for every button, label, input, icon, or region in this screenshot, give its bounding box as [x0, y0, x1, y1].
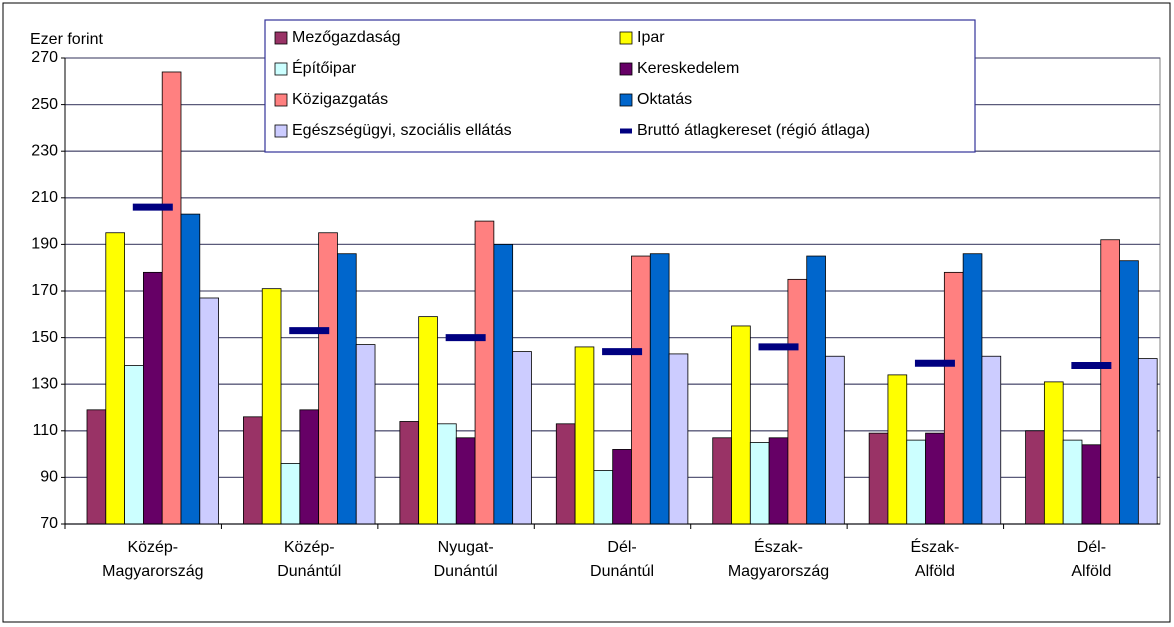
bar: [574, 346, 595, 525]
bar: [631, 255, 651, 525]
bar: [493, 243, 514, 525]
bar: [299, 409, 320, 525]
legend-label: Kereskedelem: [637, 60, 739, 77]
bar: [512, 351, 532, 525]
y-tick-label: 210: [31, 189, 58, 206]
legend-swatch: [274, 62, 288, 76]
y-tick-label: 110: [32, 422, 58, 439]
x-tick-label: Dél-Dunántúl: [590, 539, 654, 580]
bar: [399, 421, 420, 525]
bar: [318, 232, 338, 525]
bar: [749, 442, 770, 525]
bar: [868, 432, 889, 525]
bar: [768, 437, 789, 525]
legend-label: Ipar: [637, 29, 665, 46]
bar: [825, 355, 845, 525]
y-tick-label: 270: [31, 49, 58, 66]
legend-label: Közigazgatás: [292, 91, 388, 108]
bar: [261, 288, 282, 525]
x-tick-label: Dél-Alföld: [1071, 539, 1111, 580]
bar: [712, 437, 732, 525]
legend-swatch: [274, 31, 288, 45]
legend-label: Bruttó átlagkereset (régió átlaga): [637, 122, 870, 139]
bar: [105, 232, 126, 525]
x-tick-label: Közép-Dunántúl: [277, 539, 341, 580]
legend: Mezőgazdaság Ipar Építőipar Kereskedelem Köz…: [264, 19, 976, 153]
bar: [1081, 444, 1102, 525]
y-tick-label: 70: [40, 515, 58, 532]
bar: [925, 432, 945, 525]
bar: [1043, 381, 1064, 525]
bar: [906, 439, 926, 525]
y-tick-label: 250: [31, 96, 58, 113]
bar: [887, 374, 908, 525]
legend-label: Oktatás: [637, 91, 692, 108]
y-tick-label: 130: [31, 375, 58, 392]
y-tick-label: 150: [31, 329, 58, 346]
legend-swatch: [274, 124, 288, 138]
legend-swatch: [619, 93, 633, 107]
bar: [437, 423, 457, 525]
bar: [337, 253, 357, 525]
bar: [1119, 260, 1139, 525]
bar: [243, 416, 263, 525]
bar: [161, 71, 182, 525]
bar: [280, 463, 301, 525]
legend-swatch: [274, 93, 288, 107]
bar: [180, 213, 201, 525]
bar: [355, 344, 376, 525]
bar: [668, 353, 689, 525]
y-tick-label: 190: [31, 236, 58, 253]
bar: [1025, 430, 1045, 525]
y-tick-label: 170: [31, 282, 58, 299]
bar: [612, 449, 632, 525]
bar: [1062, 439, 1083, 525]
bar: [124, 365, 144, 525]
bar: [806, 255, 826, 525]
y-axis-label: Ezer forint: [30, 31, 103, 48]
bar: [1100, 239, 1120, 525]
legend-swatch: [619, 62, 633, 76]
bar: [649, 253, 670, 525]
bar: [943, 271, 964, 525]
bar: [142, 271, 163, 525]
x-tick-label: Közép-Magyarország: [102, 539, 203, 580]
x-tick-label: Nyugat-Dunántúl: [434, 539, 498, 580]
bar: [731, 325, 751, 525]
bar: [418, 316, 438, 525]
bar: [981, 355, 1002, 525]
y-tick-label: 90: [40, 469, 58, 486]
bar: [593, 470, 614, 525]
bar: [787, 278, 808, 525]
bar: [555, 423, 576, 525]
y-tick-label: 230: [31, 142, 58, 159]
x-tick-label: Észak-Magyarország: [728, 537, 829, 580]
x-tick-label: Észak-Alföld: [910, 537, 959, 580]
legend-swatch: [619, 31, 633, 45]
bar: [962, 253, 983, 525]
bar: [199, 297, 220, 525]
bar: [474, 220, 495, 525]
bar: [455, 437, 476, 525]
legend-label: Építőipar: [292, 58, 357, 77]
legend-label: Mezőgazdaság: [292, 29, 401, 46]
bar: [86, 409, 107, 525]
bar: [1137, 358, 1158, 525]
legend-label: Egészségügyi, szociális ellátás: [292, 122, 512, 139]
